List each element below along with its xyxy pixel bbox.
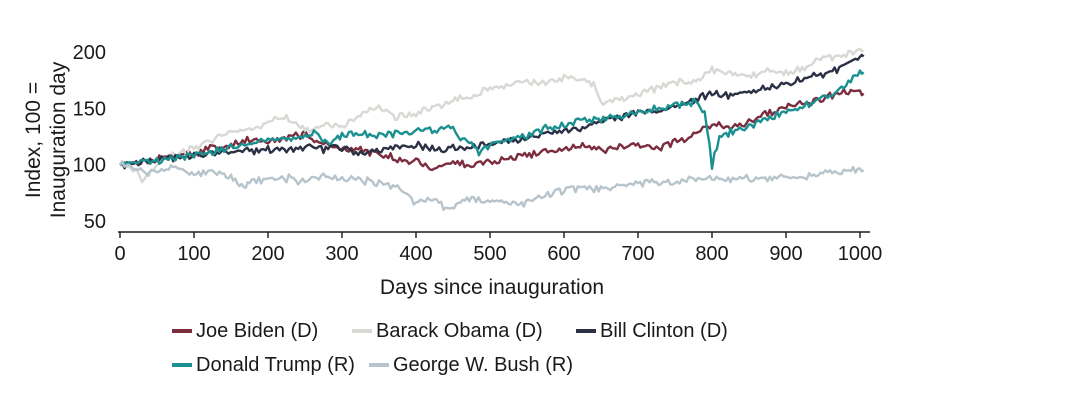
series-line-george-w-bush-r bbox=[119, 160, 865, 211]
y-tick-label-50: 50 bbox=[84, 211, 106, 233]
x-tick-label-1000: 1000 bbox=[838, 243, 883, 265]
x-tick-label-400: 400 bbox=[399, 243, 432, 265]
legend-label-biden: Joe Biden (D) bbox=[196, 319, 319, 342]
x-tick-label-800: 800 bbox=[695, 243, 728, 265]
x-tick-label-500: 500 bbox=[473, 243, 506, 265]
y-tick-label-100: 100 bbox=[73, 155, 106, 177]
y-tick-label-200: 200 bbox=[73, 42, 106, 64]
y-axis-title-line-2: Inauguration day bbox=[47, 61, 70, 218]
x-tick-label-0: 0 bbox=[114, 243, 125, 265]
legend-label-bush: George W. Bush (R) bbox=[392, 353, 573, 376]
x-tick-label-700: 700 bbox=[621, 243, 654, 265]
series-line-donald-trump-r bbox=[119, 69, 865, 170]
legend-item-biden: Joe Biden (D) bbox=[172, 320, 338, 343]
series-line-bill-clinton-d bbox=[119, 53, 865, 170]
x-tick-label-300: 300 bbox=[325, 243, 358, 265]
legend-row-2: Donald Trump (R) George W. Bush (R) bbox=[172, 348, 792, 382]
series-line-barack-obama-d bbox=[119, 47, 864, 184]
legend-item-bush: George W. Bush (R) bbox=[368, 353, 573, 377]
y-tick-label-150: 150 bbox=[73, 98, 106, 120]
legend: Joe Biden (D) Barack Obama (D) Bill Clin… bbox=[172, 314, 792, 382]
y-axis-title-line-1: Index, 100 = bbox=[22, 82, 45, 198]
legend-item-clinton: Bill Clinton (D) bbox=[576, 320, 728, 343]
legend-label-obama: Barack Obama (D) bbox=[376, 319, 543, 342]
legend-swatch-bush bbox=[368, 363, 389, 367]
legend-swatch-clinton bbox=[576, 329, 596, 333]
series-layer bbox=[119, 47, 865, 211]
x-axis-title: Days since inauguration bbox=[380, 276, 604, 299]
legend-label-trump: Donald Trump (R) bbox=[196, 353, 355, 376]
legend-item-obama: Barack Obama (D) bbox=[352, 320, 562, 343]
x-axis-ticks: 0 100 200 300 400 500 600 700 800 900 1000 bbox=[114, 232, 882, 265]
legend-label-clinton: Bill Clinton (D) bbox=[600, 319, 728, 342]
x-tick-label-100: 100 bbox=[177, 243, 210, 265]
x-tick-label-600: 600 bbox=[547, 243, 580, 265]
x-tick-label-200: 200 bbox=[251, 243, 284, 265]
series-line-joe-biden-d bbox=[119, 88, 865, 172]
x-tick-label-900: 900 bbox=[769, 243, 802, 265]
legend-swatch-obama bbox=[352, 329, 372, 333]
legend-swatch-trump bbox=[172, 363, 192, 367]
legend-item-trump: Donald Trump (R) bbox=[172, 354, 355, 377]
legend-row-1: Joe Biden (D) Barack Obama (D) Bill Clin… bbox=[172, 314, 792, 348]
y-axis-ticks: 50 100 150 200 bbox=[73, 42, 106, 233]
legend-swatch-biden bbox=[172, 329, 192, 333]
